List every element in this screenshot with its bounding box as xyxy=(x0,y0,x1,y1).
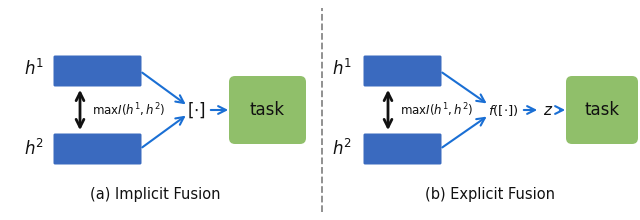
FancyBboxPatch shape xyxy=(364,134,442,165)
Text: $z$: $z$ xyxy=(543,103,553,117)
FancyBboxPatch shape xyxy=(54,134,141,165)
Text: $h^2$: $h^2$ xyxy=(332,139,352,159)
FancyBboxPatch shape xyxy=(364,55,442,86)
Text: $\max I(h^1, h^2)$: $\max I(h^1, h^2)$ xyxy=(400,101,474,119)
FancyBboxPatch shape xyxy=(229,76,306,144)
Text: $f([\cdot])$: $f([\cdot])$ xyxy=(488,103,518,117)
Text: $[\cdot]$: $[\cdot]$ xyxy=(187,100,205,120)
FancyBboxPatch shape xyxy=(566,76,638,144)
Text: $h^2$: $h^2$ xyxy=(24,139,44,159)
Text: (b) Explicit Fusion: (b) Explicit Fusion xyxy=(425,187,555,202)
Text: $h^1$: $h^1$ xyxy=(332,59,352,79)
Text: $h^1$: $h^1$ xyxy=(24,59,44,79)
Text: $\max I(h^1, h^2)$: $\max I(h^1, h^2)$ xyxy=(92,101,165,119)
Text: task: task xyxy=(584,101,620,119)
FancyBboxPatch shape xyxy=(54,55,141,86)
Text: task: task xyxy=(250,101,285,119)
Text: (a) Implicit Fusion: (a) Implicit Fusion xyxy=(90,187,220,202)
